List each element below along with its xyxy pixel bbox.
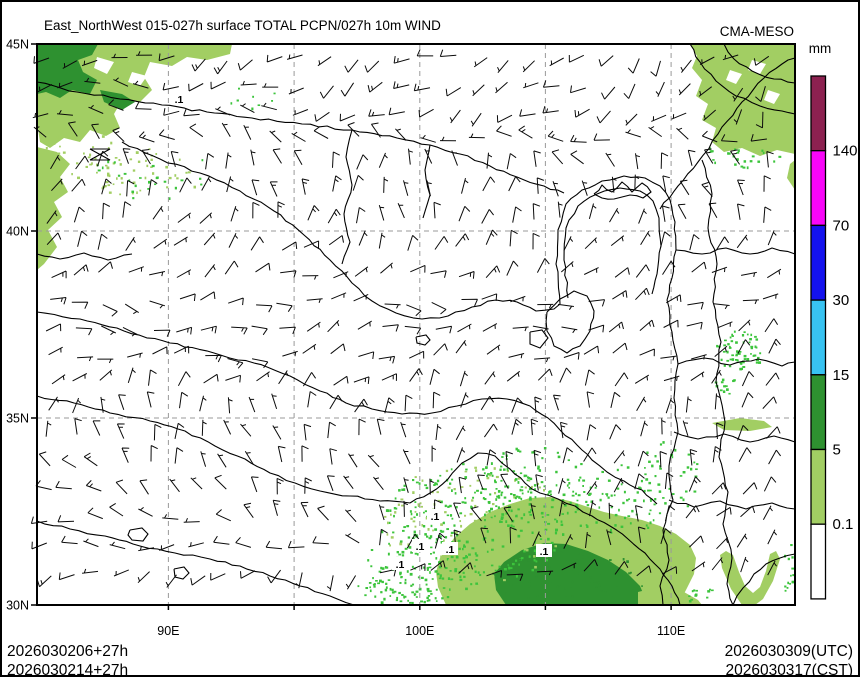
lat-axis-label: 45N [6, 38, 29, 52]
contour-labels: .1 .1 .1 .1 .1 .1 [171, 92, 552, 571]
colorbar-segment [810, 150, 827, 227]
contour-label: .1 [540, 546, 549, 558]
colorbar-tick-label: 70 [833, 217, 850, 234]
model-name-label: CMA-MESO [719, 24, 794, 39]
contour-label: .1 [416, 541, 425, 553]
colorbar-tick-label: 15 [833, 367, 850, 384]
colorbar-segment [810, 448, 827, 525]
chart-title: East_NorthWest 015-027h surface TOTAL PC… [44, 18, 441, 33]
lon-axis-label: 90E [157, 624, 179, 638]
valid-time-utc: 2026030309(UTC) [724, 643, 853, 660]
colorbar-unit-label: mm [808, 41, 832, 56]
lakes-layer [89, 148, 549, 580]
colorbar: 140 70 30 15 5 0.1 [810, 75, 858, 600]
wind-barbs-layer [30, 49, 782, 592]
colorbar-tick-label: 0.1 [833, 516, 854, 533]
colorbar-tick-label: 5 [833, 442, 841, 459]
lon-axis-label: 100E [405, 624, 434, 638]
contour-label: .1 [396, 559, 405, 571]
colorbar-segment [810, 75, 827, 152]
contour-label: .1 [431, 511, 440, 523]
colorbar-tick-label: 140 [833, 143, 858, 160]
colorbar-segment [810, 224, 827, 301]
contour-label: .1 [446, 544, 455, 556]
init-time-utc: 2026030206+27h [7, 643, 129, 660]
precip-speckle-layer [45, 87, 795, 606]
lat-axis-label: 30N [6, 599, 29, 613]
colorbar-segment [810, 523, 827, 600]
colorbar-tick-label: 30 [833, 292, 850, 309]
lon-axis-label: 110E [657, 624, 685, 638]
contour-label: .1 [175, 94, 184, 106]
colorbar-segment [810, 374, 827, 451]
init-time-cst: 2026030214+27h [7, 662, 129, 677]
map-border-lines [36, 43, 796, 606]
valid-time-cst: 2026030317(CST) [725, 662, 853, 677]
lat-axis-label: 35N [6, 412, 29, 426]
lat-axis-label: 40N [6, 225, 29, 239]
axes-layer: 45N 40N 35N 30N 90E 100E 110E [6, 38, 796, 638]
colorbar-segment [810, 299, 827, 376]
